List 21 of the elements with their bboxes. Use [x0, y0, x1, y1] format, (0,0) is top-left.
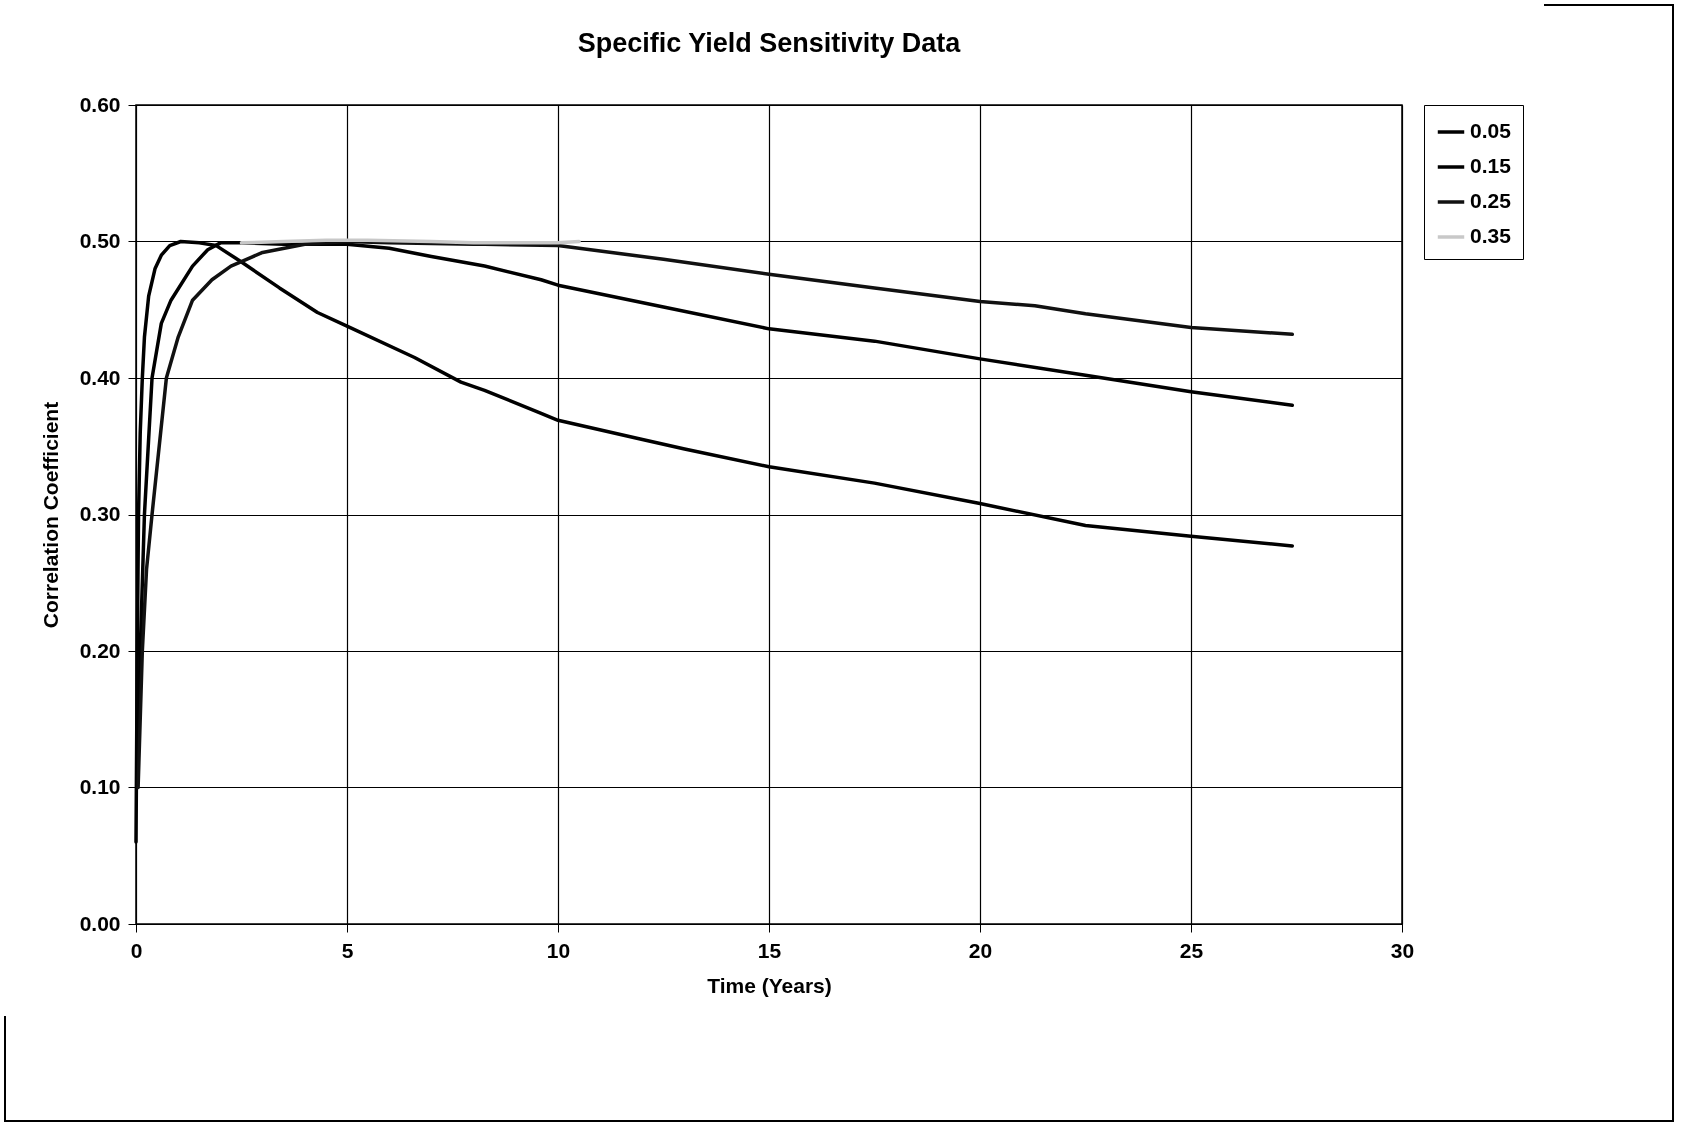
y-tick-label: 0.50 [79, 229, 121, 252]
legend-label: 0.15 [1470, 154, 1512, 177]
legend-label: 0.05 [1470, 119, 1512, 142]
y-tick-label: 0.10 [79, 775, 121, 798]
y-tick-label: 0.60 [79, 92, 121, 116]
x-tick-label: 25 [1179, 938, 1204, 962]
y-tick-label: 0.00 [79, 911, 121, 935]
legend-label: 0.25 [1470, 189, 1512, 212]
x-tick-label: 15 [757, 938, 782, 962]
y-tick-label: 0.30 [79, 502, 121, 525]
y-axis-title: Correlation Coefficient [38, 401, 62, 629]
chart-title: Specific Yield Sensitivity Data [577, 28, 962, 58]
x-tick-label: 5 [341, 938, 354, 962]
y-tick-label: 0.20 [79, 638, 121, 662]
x-axis-title: Time (Years) [707, 973, 832, 997]
x-tick-label: 10 [546, 938, 571, 962]
x-tick-label: 20 [968, 938, 993, 962]
x-tick-label: 0 [130, 938, 143, 962]
x-tick-label: 30 [1390, 938, 1415, 962]
y-tick-label: 0.40 [79, 365, 121, 389]
legend-label: 0.35 [1470, 224, 1512, 247]
